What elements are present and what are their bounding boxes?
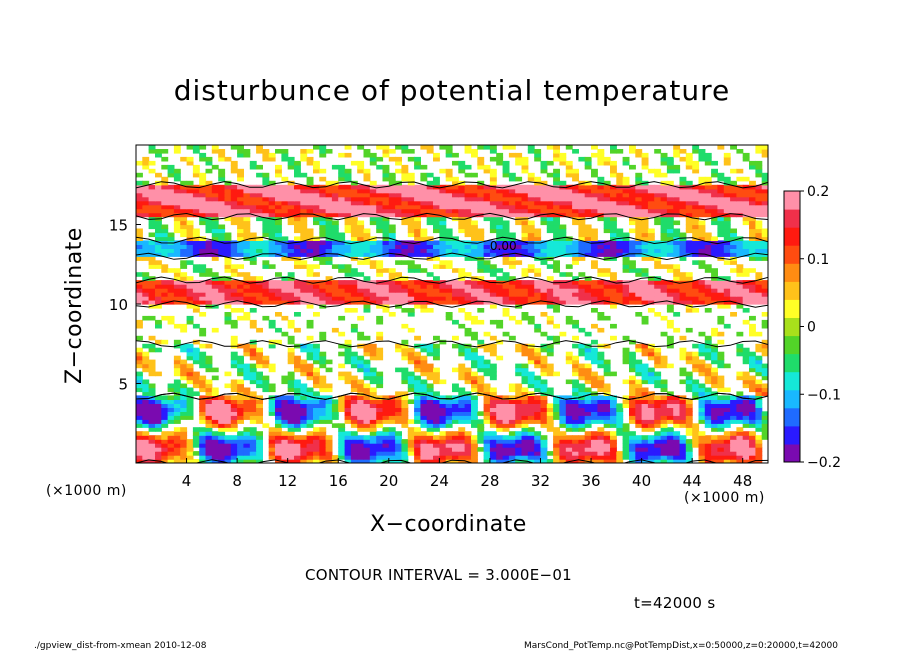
colorbar-tick-label: −0.1 (807, 387, 841, 403)
x-tick-label: 24 (430, 472, 449, 490)
y-axis-label: Z−coordinate (62, 227, 87, 384)
y-tick-label: 15 (109, 217, 128, 235)
x-tick-label: 40 (632, 472, 651, 490)
x-tick-label: 36 (581, 472, 600, 490)
colorbar-swatch (784, 263, 800, 282)
x-tick-label: 48 (733, 472, 752, 490)
heatmap-field (136, 145, 768, 463)
time-stamp: t=42000 s (634, 594, 716, 612)
footer-file-info: MarsCond_PotTemp.nc@PotTempDist,x=0:5000… (524, 641, 838, 651)
colorbar-tick-label: −0.2 (807, 455, 841, 471)
y-axis-ticks: 5 10 15 (109, 217, 141, 394)
x-tick-label: 8 (232, 472, 242, 490)
colorbar-swatch (784, 299, 800, 318)
colorbar: 0.2 0.1 0 −0.1 −0.2 (783, 184, 841, 471)
colorbar-swatch (784, 281, 800, 300)
x-axis-label: X−coordinate (370, 512, 527, 537)
contour-lines: 0.00 (136, 181, 768, 463)
colorbar-swatch (784, 245, 800, 264)
y-tick-label: 10 (109, 296, 128, 314)
x-tick-label: 4 (182, 472, 192, 490)
chart-title: disturbunce of potential temperature (173, 74, 731, 107)
colorbar-swatch (784, 425, 800, 445)
contour-interval-text: CONTOUR INTERVAL = 3.000E−01 (305, 566, 573, 584)
y-tick-label: 5 (118, 376, 128, 394)
x-axis-unit-right: (×1000 m) (684, 490, 765, 506)
footer-script-name: ./gpview_dist-from-xmean 2010-12-08 (34, 641, 207, 651)
colorbar-swatch (784, 407, 800, 427)
colorbar-tick-label: 0 (807, 320, 816, 336)
colorbar-swatch (784, 191, 800, 210)
x-axis-unit-left: (×1000 m) (46, 483, 127, 499)
x-tick-label: 32 (531, 472, 550, 490)
x-axis-ticks: 4 8 12 16 20 24 28 32 36 40 44 48 (182, 458, 752, 490)
colorbar-swatch (784, 335, 800, 355)
x-tick-label: 44 (683, 472, 702, 490)
colorbar-swatch (784, 443, 800, 463)
x-tick-label: 20 (379, 472, 398, 490)
x-tick-label: 28 (480, 472, 499, 490)
colorbar-swatch (784, 353, 800, 373)
colorbar-swatch (784, 389, 800, 409)
colorbar-tick-label: 0.1 (807, 252, 829, 268)
colorbar-tick-label: 0.2 (807, 184, 829, 200)
colorbar-swatch (784, 209, 800, 228)
x-tick-label: 12 (278, 472, 297, 490)
colorbar-swatch (784, 371, 800, 391)
x-tick-label: 16 (329, 472, 348, 490)
colorbar-swatch (784, 317, 800, 337)
colorbar-swatch (784, 227, 800, 246)
